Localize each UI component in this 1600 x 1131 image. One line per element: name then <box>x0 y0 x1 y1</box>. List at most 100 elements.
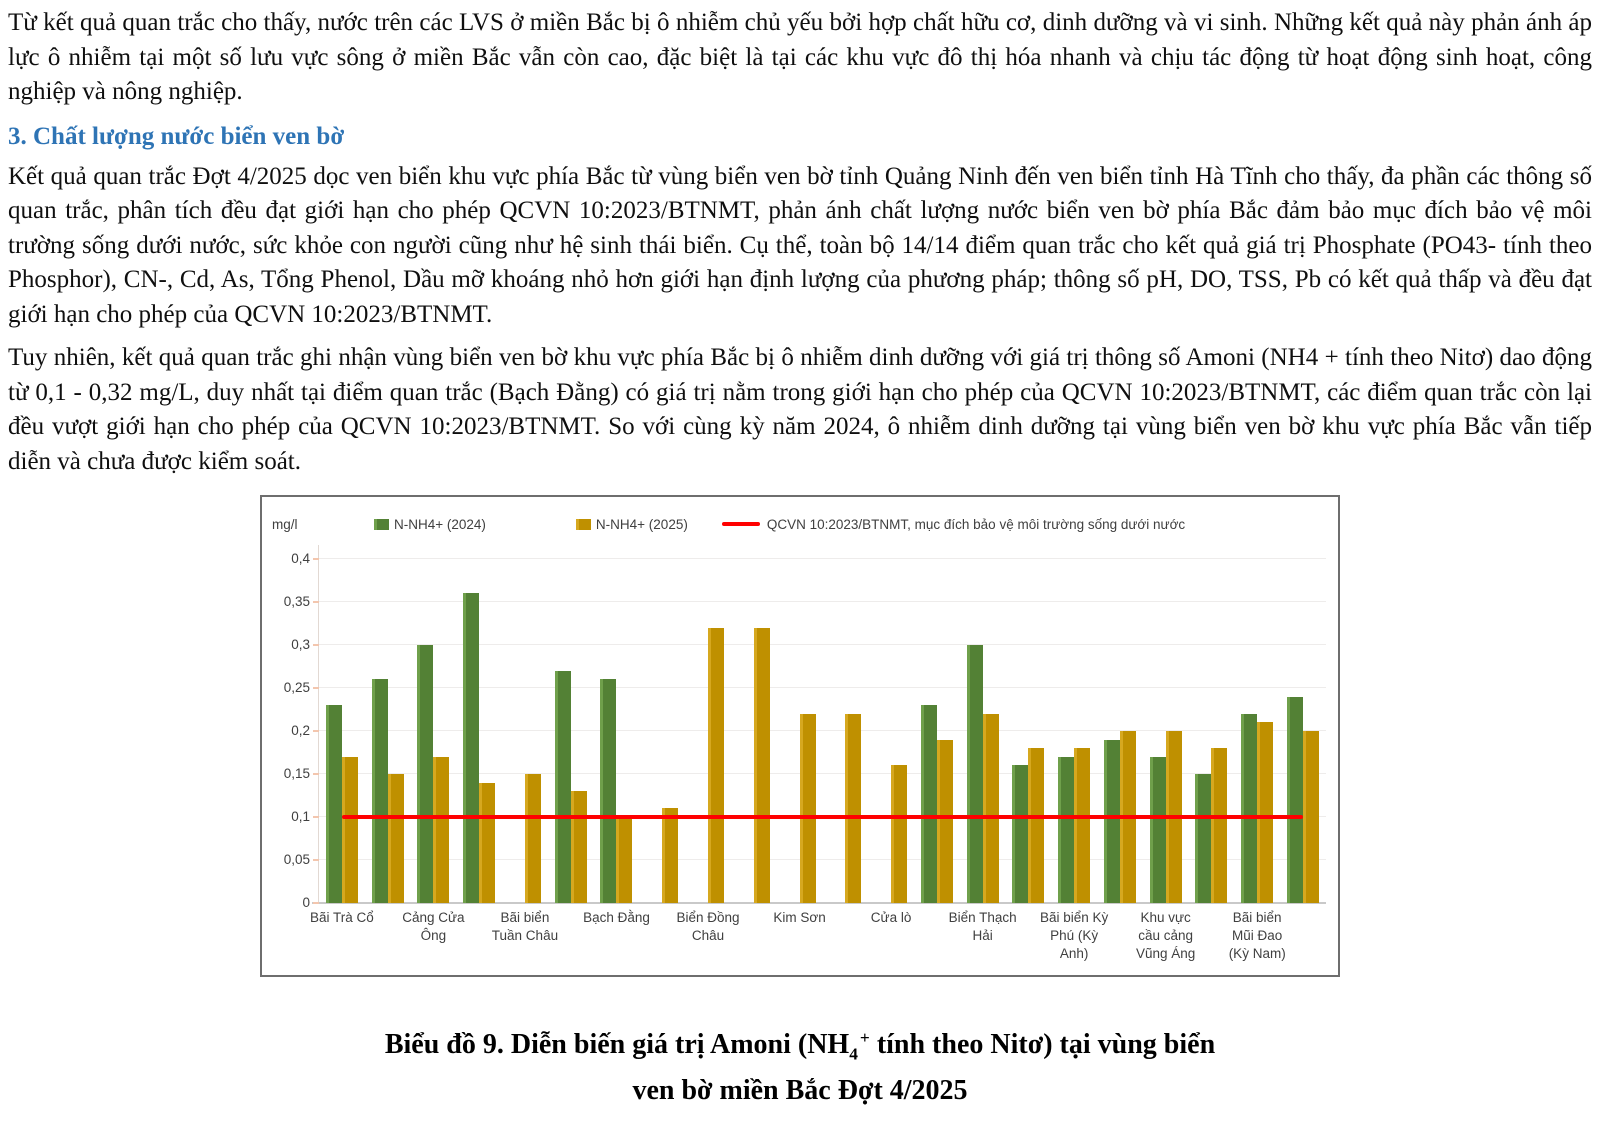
bar-cell <box>1149 756 1166 903</box>
x-axis-label: Cảng Cửa Ông <box>402 910 465 944</box>
bar-cell <box>1103 739 1120 903</box>
bar-n-nh4-2025- <box>616 817 633 903</box>
slot-unlabeled <box>639 545 685 903</box>
y-axis-tick-mark <box>313 558 319 560</box>
bar-n-nh4-2025- <box>479 782 496 903</box>
bar-n-nh4-2025- <box>341 756 358 903</box>
bar-cell <box>387 774 404 903</box>
y-axis-unit-label: mg/l <box>272 516 298 532</box>
x-axis-label: Khu vực cầu cảng Vũng Áng <box>1136 910 1196 962</box>
slot-Bãi Trà Cổ: Bãi Trà Cổ <box>310 545 374 925</box>
bar-cell <box>799 713 816 903</box>
x-axis-label: Biển Thạch Hải <box>948 910 1017 944</box>
y-axis-tick-mark <box>313 644 319 646</box>
section-heading: 3. Chất lượng nước biển ven bờ <box>8 122 345 150</box>
bar-slots: Bãi Trà Cổ Cảng Cửa Ông Bãi biển Tuần Châu Bạ… <box>310 545 1326 961</box>
legend-swatch-2025-icon <box>575 518 591 530</box>
slot-Biển Thạch Hải: Biển Thạch Hải <box>949 545 1017 943</box>
y-axis-tick: 0,2 <box>291 723 310 738</box>
slot-unlabeled <box>1005 545 1051 903</box>
bar-n-nh4-2024- <box>600 679 617 903</box>
y-axis-tick: 0 <box>302 895 310 910</box>
bar-cell <box>524 774 541 903</box>
slot-unlabeled <box>1189 545 1235 903</box>
y-axis-tick: 0,25 <box>283 680 310 695</box>
slot-unlabeled <box>548 545 594 903</box>
x-axis-label: Bãi biển Tuần Châu <box>491 910 559 944</box>
legend-label-2025: N-NH4+ (2025) <box>595 516 688 532</box>
legend-red-line-icon <box>721 522 760 526</box>
y-axis-tick-mark <box>313 687 319 689</box>
slot-Bãi biển Mũi Đao (Kỳ Nam): Bãi biển Mũi Đao (Kỳ Nam) <box>1229 545 1286 961</box>
x-axis-baseline <box>312 902 1326 904</box>
slot-Bãi biển Kỳ Phú (Kỳ Anh): Bãi biển Kỳ Phú (Kỳ Anh) <box>1040 545 1108 961</box>
bar-cell <box>1302 731 1319 903</box>
y-axis-tick-mark <box>313 601 319 603</box>
bar-n-nh4-2024- <box>1241 713 1258 903</box>
gridline <box>319 601 1326 602</box>
bar-cell <box>920 705 937 903</box>
paragraph-ammonia-pollution: Tuy nhiên, kết quả quan trắc ghi nhận vù… <box>8 344 1592 475</box>
bar-n-nh4-2024- <box>463 593 480 903</box>
gridline <box>319 558 1326 559</box>
bar-cell <box>753 627 770 903</box>
slot-Biển Đồng Châu: Biển Đồng Châu <box>676 545 740 943</box>
bar-cell <box>708 627 724 903</box>
bar-cell <box>891 765 908 903</box>
paragraph-lvs-summary: Từ kết quả quan trắc cho thấy, nước trên… <box>8 9 1592 105</box>
bar-n-nh4-2025- <box>753 627 770 903</box>
bar-cell <box>341 756 358 903</box>
bar-cell <box>616 817 633 903</box>
bar-cell <box>1211 748 1228 903</box>
slot-Khu vực cầu cảng Vũng Áng: Khu vực cầu cảng Vũng Áng <box>1136 545 1195 961</box>
bar-n-nh4-2024- <box>1012 765 1029 903</box>
slot-Cửa lò: Cửa lò <box>868 545 914 925</box>
x-axis-label: Bãi biển Kỳ Phú (Kỳ Anh) <box>1039 910 1109 962</box>
bar-cell <box>1241 713 1258 903</box>
bar-n-nh4-2025- <box>845 713 862 903</box>
legend-swatch-2024-icon <box>374 518 389 530</box>
bar-cell <box>554 670 571 903</box>
bar-n-nh4-2025- <box>387 774 404 903</box>
gridline <box>319 859 1326 860</box>
slot-unlabeled <box>1097 545 1143 903</box>
bar-cell <box>982 713 999 903</box>
bar-n-nh4-2025- <box>936 739 953 903</box>
y-axis-tick: 0,05 <box>283 852 310 867</box>
caption-superscript: + <box>859 1027 870 1047</box>
x-axis-label: Biển Đồng Châu <box>676 910 740 944</box>
legend-label-2024: N-NH4+ (2024) <box>394 516 486 532</box>
gridline <box>319 687 1326 688</box>
bar-cell <box>1012 765 1029 903</box>
bar-n-nh4-2025- <box>570 791 587 903</box>
y-axis-tick: 0,1 <box>291 809 310 824</box>
y-axis-tick-mark <box>313 773 319 775</box>
slot-unlabeled <box>914 545 960 903</box>
chart-header: mg/l N-NH4+ (2024) N-NH4+ (2025) QCVN 10… <box>272 505 1326 543</box>
x-axis-label: Bãi Trà Cổ <box>309 910 374 925</box>
slot-Bãi biển Tuần Châu: Bãi biển Tuần Châu <box>492 545 558 943</box>
legend-item-2025: N-NH4+ (2025) <box>575 516 688 532</box>
bar-cell <box>570 791 587 903</box>
bar-cell <box>417 645 434 903</box>
gridline <box>319 773 1326 774</box>
caption-line-2: ven bờ miền Bắc Đợt 4/2025 <box>632 1074 968 1106</box>
gridline <box>319 644 1326 645</box>
chart-caption: Biểu đồ 9. Diễn biến giá trị Amoni (NH4+… <box>8 1023 1592 1112</box>
bar-cell <box>1074 748 1091 903</box>
bar-cell <box>433 756 450 903</box>
bar-n-nh4-2024- <box>1149 756 1166 903</box>
slot-unlabeled <box>1280 545 1326 903</box>
bar-cell <box>966 645 983 903</box>
bar-cell <box>1286 696 1303 903</box>
qcvn-reference-line <box>341 815 1304 819</box>
caption-text-post: tính theo Nitơ) tại vùng biển <box>869 1029 1216 1060</box>
bar-n-nh4-2024- <box>1286 696 1303 903</box>
x-axis-label: Bãi biển Mũi Đao (Kỳ Nam) <box>1228 910 1286 962</box>
plot-row: 0 0,05 0,1 0,15 0,2 0,25 0,3 0,35 0,4 Bãi Trà Cổ… <box>272 545 1326 961</box>
x-axis-label: Bạch Đằng <box>583 910 650 925</box>
slot-Bạch Đằng: Bạch Đằng <box>583 545 650 925</box>
chart-legend: N-NH4+ (2024) N-NH4+ (2025) QCVN 10:2023… <box>374 517 1185 532</box>
bar-n-nh4-2025- <box>433 756 450 903</box>
y-axis-tick-mark <box>313 816 319 818</box>
